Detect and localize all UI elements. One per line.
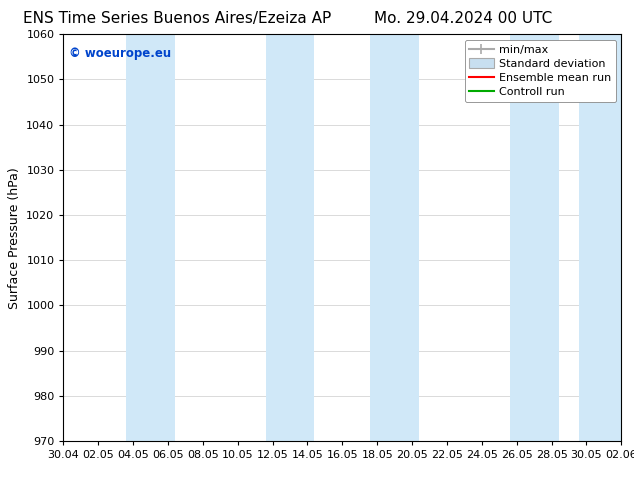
Legend: min/max, Standard deviation, Ensemble mean run, Controll run: min/max, Standard deviation, Ensemble me…: [465, 40, 616, 102]
Bar: [266, 34, 314, 441]
Y-axis label: Surface Pressure (hPa): Surface Pressure (hPa): [8, 167, 21, 309]
Text: Mo. 29.04.2024 00 UTC: Mo. 29.04.2024 00 UTC: [373, 11, 552, 26]
Text: © woeurope.eu: © woeurope.eu: [69, 47, 171, 59]
Bar: [370, 34, 419, 441]
Bar: [126, 34, 175, 441]
Bar: [579, 34, 634, 441]
Text: ENS Time Series Buenos Aires/Ezeiza AP: ENS Time Series Buenos Aires/Ezeiza AP: [23, 11, 332, 26]
Bar: [510, 34, 559, 441]
